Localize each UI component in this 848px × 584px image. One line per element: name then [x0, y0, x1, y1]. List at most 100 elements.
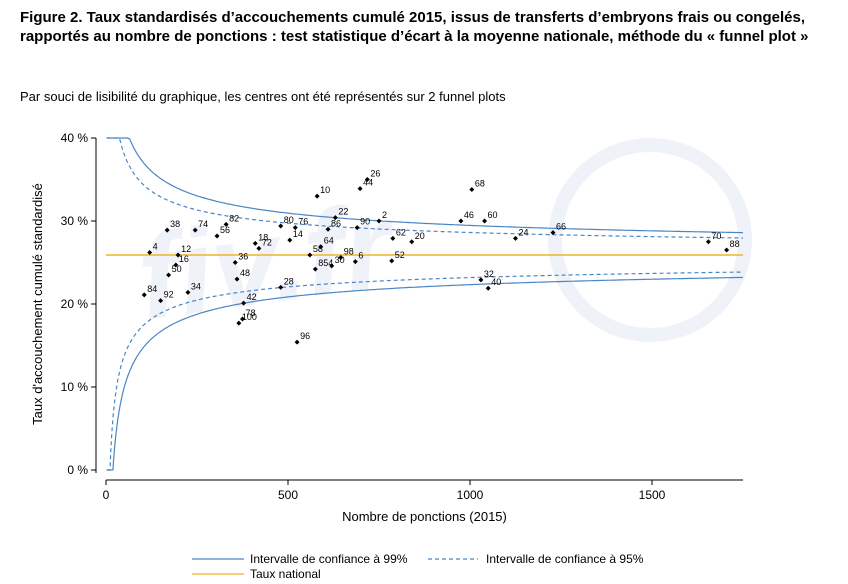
data-point	[318, 244, 324, 250]
data-point	[241, 300, 247, 306]
legend-label: Intervalle de confiance à 99%	[250, 552, 408, 566]
x-tick-label: 0	[103, 488, 110, 502]
data-point	[389, 258, 395, 264]
data-point	[314, 193, 320, 199]
data-point-label: 6	[358, 251, 363, 261]
data-point-label: 24	[519, 227, 529, 237]
data-point	[478, 277, 484, 283]
data-point	[192, 227, 198, 233]
data-point-label: 854	[318, 258, 333, 268]
data-point	[166, 272, 172, 278]
y-axis-title: Taux d'accouchement cumulé standardisé	[30, 183, 45, 425]
axes: 0 % 10 % 20 % 30 % 40 % 0 500 1000 1500 Nombre de…	[30, 131, 743, 524]
data-point	[175, 252, 181, 258]
confidence-curves	[106, 137, 744, 471]
data-point-label: 76	[298, 217, 308, 227]
data-point	[705, 239, 711, 245]
y-tick-label: 40 %	[61, 131, 89, 145]
data-point-label: 70	[711, 231, 721, 241]
y-tick-label: 0 %	[67, 463, 88, 477]
data-point-label: 78	[246, 308, 256, 318]
data-point	[325, 226, 331, 232]
data-point	[278, 284, 284, 290]
data-point	[252, 240, 258, 246]
data-point-label: 72	[262, 237, 272, 247]
data-point	[409, 239, 415, 245]
data-point-label: 64	[324, 236, 334, 246]
data-point-label: 90	[360, 217, 370, 227]
legend-label: Taux national	[250, 567, 321, 581]
data-point	[307, 252, 313, 258]
ci95-lower-curve	[106, 271, 743, 471]
data-point	[312, 266, 318, 272]
data-point	[256, 245, 262, 251]
data-point	[223, 221, 229, 227]
data-point	[338, 255, 344, 261]
data-point	[173, 262, 179, 268]
data-point-label: 58	[313, 244, 323, 254]
data-point-label: 12	[181, 244, 191, 254]
data-point-label: 44	[363, 178, 373, 188]
data-point-label: 74	[198, 219, 208, 229]
data-point-label: 18	[258, 232, 268, 242]
figure-subtitle: Par souci de lisibilité du graphique, le…	[20, 89, 506, 104]
legend-label: Intervalle de confiance à 95%	[486, 552, 644, 566]
data-point	[482, 218, 488, 224]
y-tick-label: 20 %	[61, 297, 89, 311]
data-point	[147, 250, 153, 256]
data-point-label: 34	[191, 281, 201, 291]
data-point	[357, 186, 363, 192]
ci95-upper-curve	[106, 137, 743, 239]
data-point-label: 10	[320, 185, 330, 195]
data-point-label: 46	[464, 210, 474, 220]
data-point-label: 60	[488, 210, 498, 220]
data-point-label: 16	[179, 254, 189, 264]
data-point-label: 56	[220, 225, 230, 235]
data-point-label: 84	[147, 284, 157, 294]
data-point	[469, 186, 475, 192]
data-point	[278, 223, 284, 229]
data-point	[513, 235, 518, 241]
data-point	[458, 218, 464, 224]
data-point-label: 4	[153, 242, 158, 252]
x-tick-label: 500	[278, 488, 298, 502]
data-point	[352, 259, 358, 265]
data-point-label: 96	[300, 331, 310, 341]
data-point-label: 20	[415, 231, 425, 241]
x-axis-title: Nombre de ponctions (2015)	[342, 509, 507, 524]
data-point-label: 52	[395, 250, 405, 260]
data-point-label: 36	[238, 252, 248, 262]
data-point-label: 38	[170, 219, 180, 229]
data-point-label: 100	[242, 312, 257, 322]
data-point-label: 50	[172, 264, 182, 274]
data-point-label: 22	[338, 207, 348, 217]
y-tick-label: 10 %	[61, 380, 89, 394]
data-point-label: 42	[247, 292, 257, 302]
data-point-label: 66	[556, 222, 566, 232]
watermark-circle	[548, 138, 752, 342]
data-point	[141, 292, 147, 298]
data-point	[485, 285, 491, 291]
data-point	[287, 237, 293, 243]
data-point	[329, 263, 335, 269]
data-point	[214, 233, 220, 239]
data-point-label: 98	[344, 247, 354, 257]
data-point	[724, 247, 730, 253]
data-point	[240, 316, 245, 322]
data-point-label: 14	[293, 229, 303, 239]
data-point	[232, 260, 238, 265]
data-point-label: 32	[484, 269, 494, 279]
x-tick-label: 1000	[457, 488, 484, 502]
data-point	[292, 225, 298, 231]
data-point-label: 80	[284, 215, 294, 225]
data-point-label: 92	[164, 290, 174, 300]
data-point	[390, 235, 396, 241]
legend: Intervalle de confiance à 99% Intervalle …	[192, 552, 644, 581]
data-point-label: 26	[370, 169, 380, 179]
data-point-label: 40	[491, 277, 501, 287]
data-point-label: 2	[382, 210, 387, 220]
data-point-label: 68	[475, 178, 485, 188]
data-point-label: 62	[396, 227, 406, 237]
